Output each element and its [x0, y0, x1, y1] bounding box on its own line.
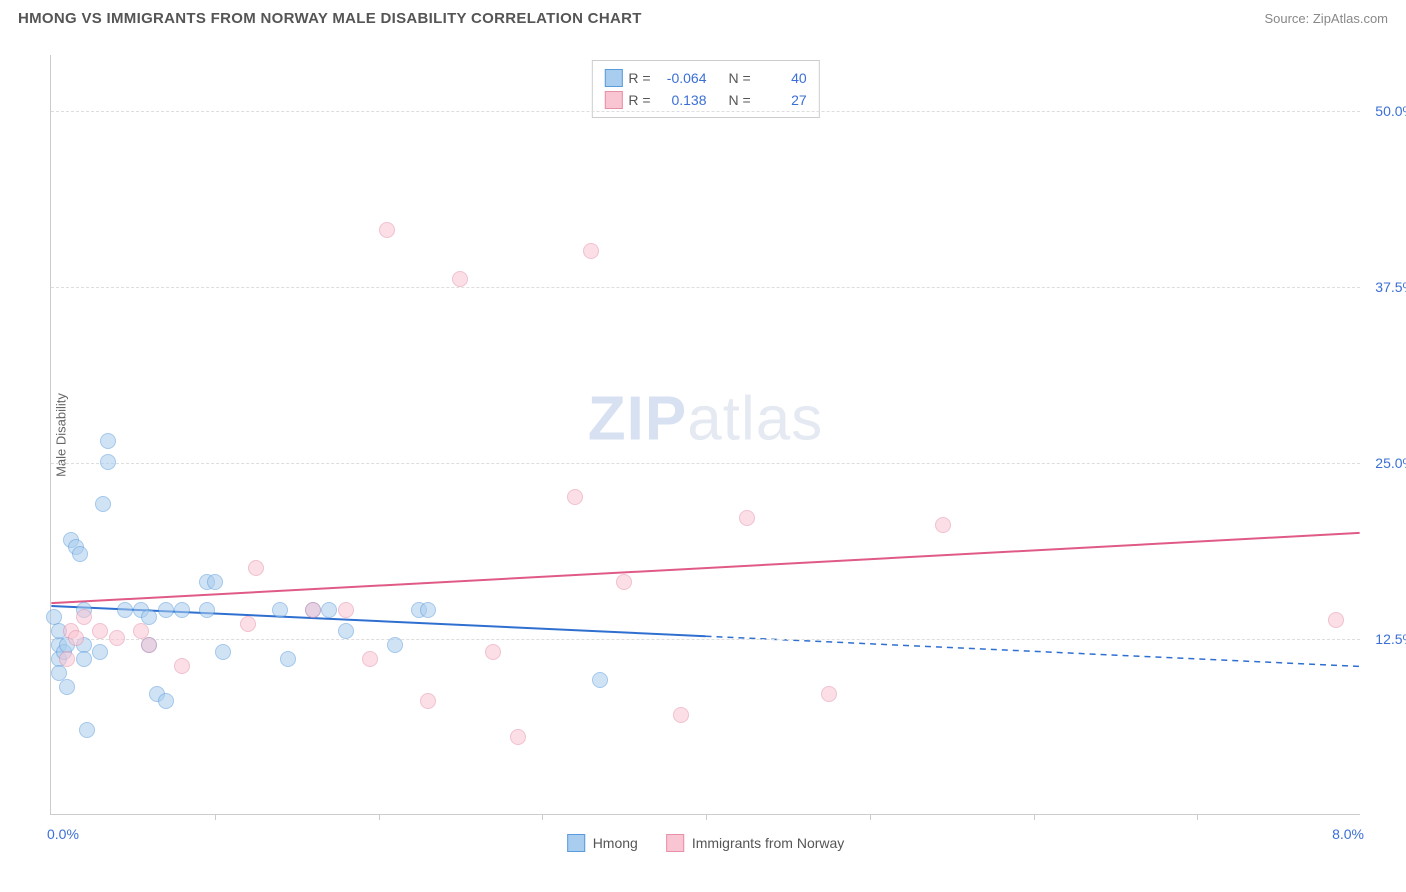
data-point-hmong: [117, 602, 133, 618]
data-point-norway: [583, 243, 599, 259]
data-point-hmong: [158, 602, 174, 618]
data-point-hmong: [215, 644, 231, 660]
source-label: Source: ZipAtlas.com: [1264, 11, 1388, 26]
data-point-hmong: [174, 602, 190, 618]
data-point-hmong: [420, 602, 436, 618]
legend-row-norway: R = 0.138 N = 27: [604, 89, 806, 111]
n-label: N =: [729, 67, 751, 89]
data-point-norway: [821, 686, 837, 702]
data-point-norway: [240, 616, 256, 632]
data-point-hmong: [158, 693, 174, 709]
gridline: [51, 463, 1360, 464]
y-tick-label: 50.0%: [1375, 103, 1406, 119]
x-axis-max-label: 8.0%: [1332, 826, 1364, 842]
data-point-norway: [109, 630, 125, 646]
x-tick: [1197, 814, 1198, 820]
data-point-norway: [338, 602, 354, 618]
data-point-norway: [510, 729, 526, 745]
trend-lines-svg: [51, 55, 1360, 814]
legend-item-hmong: Hmong: [567, 834, 638, 852]
data-point-norway: [673, 707, 689, 723]
data-point-hmong: [100, 433, 116, 449]
data-point-norway: [92, 623, 108, 639]
chart-header: HMONG VS IMMIGRANTS FROM NORWAY MALE DIS…: [0, 0, 1406, 35]
series-legend: Hmong Immigrants from Norway: [567, 834, 845, 852]
chart-title: HMONG VS IMMIGRANTS FROM NORWAY MALE DIS…: [18, 10, 642, 27]
data-point-norway: [452, 271, 468, 287]
data-point-hmong: [592, 672, 608, 688]
legend-label-hmong: Hmong: [593, 835, 638, 851]
data-point-norway: [420, 693, 436, 709]
x-axis-min-label: 0.0%: [47, 826, 79, 842]
r-value-norway: 0.138: [657, 89, 707, 111]
x-tick: [706, 814, 707, 820]
x-tick: [542, 814, 543, 820]
watermark-atlas: atlas: [687, 385, 823, 454]
data-point-norway: [1328, 612, 1344, 628]
watermark-zip: ZIP: [588, 385, 687, 454]
y-tick-label: 25.0%: [1375, 455, 1406, 471]
data-point-norway: [174, 658, 190, 674]
x-tick: [379, 814, 380, 820]
legend-swatch-hmong-icon: [567, 834, 585, 852]
data-point-norway: [739, 510, 755, 526]
legend-swatch-hmong: [604, 69, 622, 87]
data-point-hmong: [59, 679, 75, 695]
trendline-extrapolated-hmong: [706, 636, 1360, 666]
gridline: [51, 287, 1360, 288]
correlation-legend-box: R = -0.064 N = 40 R = 0.138 N = 27: [591, 60, 819, 118]
y-tick-label: 37.5%: [1375, 279, 1406, 295]
r-label: R =: [628, 67, 650, 89]
data-point-hmong: [95, 496, 111, 512]
data-point-hmong: [79, 722, 95, 738]
data-point-hmong: [272, 602, 288, 618]
data-point-norway: [935, 517, 951, 533]
data-point-norway: [141, 637, 157, 653]
x-tick: [1034, 814, 1035, 820]
chart-plot-area: Male Disability ZIPatlas R = -0.064 N = …: [50, 55, 1360, 815]
data-point-norway: [68, 630, 84, 646]
data-point-norway: [76, 609, 92, 625]
r-label: R =: [628, 89, 650, 111]
legend-row-hmong: R = -0.064 N = 40: [604, 67, 806, 89]
data-point-norway: [248, 560, 264, 576]
data-point-hmong: [92, 644, 108, 660]
data-point-hmong: [321, 602, 337, 618]
data-point-hmong: [280, 651, 296, 667]
data-point-hmong: [338, 623, 354, 639]
data-point-hmong: [387, 637, 403, 653]
n-label: N =: [729, 89, 751, 111]
data-point-hmong: [100, 454, 116, 470]
data-point-norway: [362, 651, 378, 667]
x-tick: [870, 814, 871, 820]
data-point-norway: [616, 574, 632, 590]
data-point-norway: [379, 222, 395, 238]
legend-swatch-norway: [604, 91, 622, 109]
gridline: [51, 111, 1360, 112]
n-value-hmong: 40: [757, 67, 807, 89]
data-point-norway: [305, 602, 321, 618]
data-point-norway: [485, 644, 501, 660]
legend-label-norway: Immigrants from Norway: [692, 835, 844, 851]
data-point-hmong: [207, 574, 223, 590]
legend-swatch-norway-icon: [666, 834, 684, 852]
legend-item-norway: Immigrants from Norway: [666, 834, 844, 852]
y-tick-label: 12.5%: [1375, 631, 1406, 647]
gridline: [51, 639, 1360, 640]
data-point-hmong: [72, 546, 88, 562]
x-tick: [215, 814, 216, 820]
data-point-norway: [59, 651, 75, 667]
r-value-hmong: -0.064: [657, 67, 707, 89]
data-point-hmong: [199, 602, 215, 618]
watermark: ZIPatlas: [588, 384, 823, 455]
n-value-norway: 27: [757, 89, 807, 111]
data-point-norway: [567, 489, 583, 505]
data-point-hmong: [76, 651, 92, 667]
